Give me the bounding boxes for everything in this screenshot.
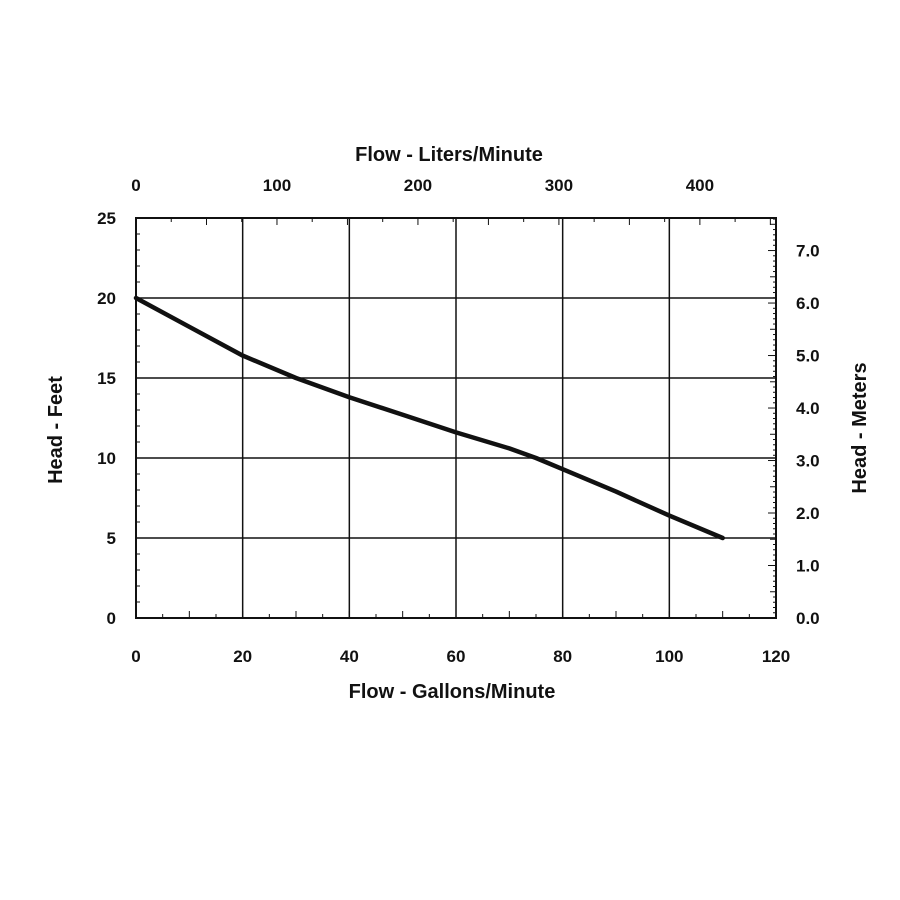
x-tick-label: 60 [447, 647, 466, 666]
x-tick-label: 120 [762, 647, 790, 666]
plot-area-border [135, 217, 777, 619]
top-x-tick-label: 100 [263, 176, 291, 195]
series-line-0 [133, 295, 725, 541]
top-axis-title: Flow - Liters/Minute [355, 144, 543, 166]
top-x-tick-label: 200 [404, 176, 432, 195]
y-tick-label: 25 [97, 209, 116, 228]
right-y-tick-label: 4.0 [796, 399, 820, 418]
right-y-tick-label: 2.0 [796, 504, 820, 523]
x-tick-label: 80 [553, 647, 572, 666]
y-tick-label: 5 [107, 529, 116, 548]
right-axis-title: Head - Meters [849, 362, 871, 493]
y-tick-label: 20 [97, 289, 116, 308]
top-x-tick-label: 0 [131, 176, 140, 195]
right-y-tick-label: 7.0 [796, 242, 820, 261]
x-tick-label: 20 [233, 647, 252, 666]
right-y-tick-label: 1.0 [796, 557, 820, 576]
series-layer [133, 295, 725, 541]
left-axis-title: Head - Feet [45, 376, 67, 484]
right-y-tick-label: 3.0 [796, 452, 820, 471]
right-y-tick-label: 0.0 [796, 609, 820, 628]
x-tick-label: 0 [131, 647, 140, 666]
plot-frame [135, 217, 777, 619]
top-x-tick-label: 300 [545, 176, 573, 195]
grid [135, 217, 777, 619]
x-tick-label: 100 [655, 647, 683, 666]
y-tick-label: 15 [97, 369, 116, 388]
tick-labels: 0 20 40 60 80 100 120 0 5 10 15 20 25 0 100 200 300 400 0.… [97, 176, 820, 666]
bottom-axis-title: Flow - Gallons/Minute [349, 681, 556, 703]
x-tick-label: 40 [340, 647, 359, 666]
y-tick-label: 10 [97, 449, 116, 468]
right-y-tick-label: 6.0 [796, 294, 820, 313]
y-tick-label: 0 [107, 609, 116, 628]
top-x-tick-label: 400 [686, 176, 714, 195]
right-y-tick-label: 5.0 [796, 347, 820, 366]
